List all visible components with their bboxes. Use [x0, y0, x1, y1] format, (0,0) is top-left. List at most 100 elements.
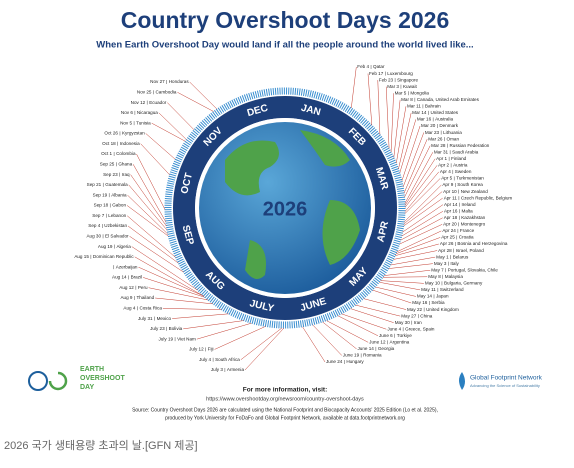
- country-date: Feb 4: [357, 64, 369, 69]
- country-name: Dominican Republic: [93, 254, 135, 259]
- country-date: July 3: [211, 367, 223, 372]
- country-date: May 16: [412, 300, 428, 305]
- country-date: Apr 4: [440, 169, 451, 174]
- country-name: Japan: [436, 294, 449, 299]
- country-date: Feb 23: [379, 77, 394, 82]
- country-date: Apr 20: [443, 222, 457, 227]
- country-date: Oct 18: [102, 141, 116, 146]
- country-date: Sep 25: [100, 162, 115, 167]
- caption: 2026 국가 생태용량 초과의 날.[GFN 제공]: [4, 439, 198, 452]
- country-date: July 19: [159, 336, 174, 341]
- country-name: El Salvador: [105, 234, 129, 239]
- country-date: Sep 19: [93, 192, 108, 197]
- country-date: Sep 4: [88, 223, 100, 228]
- country-name: Colombia: [116, 151, 136, 156]
- country-date: Nov 27: [150, 79, 165, 84]
- country-name: Malta: [462, 208, 474, 213]
- country-name: Nicaragua: [137, 110, 158, 115]
- country-name: Georgia: [378, 346, 395, 351]
- country-date: June 4: [387, 326, 401, 331]
- country-date: Apr 2: [438, 163, 449, 168]
- country-name: Portugal, Slovakia, Chile: [448, 267, 498, 272]
- country-date: Nov 6: [121, 110, 133, 115]
- country-date: Oct 1: [101, 151, 112, 156]
- country-date: Nov 25: [137, 90, 152, 95]
- country-date: May 3: [434, 261, 447, 266]
- country-date: Aug 4: [123, 306, 135, 311]
- country-name: Qatar: [373, 64, 385, 69]
- logo-text: OVERSHOOT: [80, 375, 125, 382]
- country-date: July 12: [189, 347, 204, 352]
- country-name: Ghana: [118, 162, 132, 167]
- country-name: Albania: [111, 192, 127, 197]
- country-name: Singapore: [397, 77, 418, 82]
- country-name: Lithuania: [443, 130, 462, 135]
- country-date: Mar 14: [412, 110, 427, 115]
- country-name: Peru: [138, 285, 148, 290]
- country-date: Apr 9: [442, 182, 453, 187]
- country-name: Türkiye: [397, 333, 413, 338]
- country-date: Mar 28: [431, 143, 446, 148]
- country-name: Argentina: [390, 340, 410, 345]
- country-date: July 31: [138, 316, 153, 321]
- country-name: Australia: [435, 117, 453, 122]
- country-name: China: [420, 313, 432, 318]
- country-date: Feb 17: [369, 71, 384, 76]
- country-name: Belarus: [453, 254, 469, 259]
- country-date: Apr 1: [436, 156, 447, 161]
- country-date: May 27: [401, 313, 417, 318]
- country-date: Aug 12: [119, 285, 134, 290]
- country-date: Aug 14: [112, 275, 127, 280]
- country-name: Iran: [414, 320, 422, 325]
- country-date: Aug 30: [86, 234, 101, 239]
- country-date: Apr 5: [441, 176, 452, 181]
- country-date: Mar 11: [407, 104, 421, 109]
- country-date: June 14: [358, 346, 375, 351]
- country-date: Apr 25: [441, 235, 455, 240]
- country-date: Sep 18: [94, 203, 109, 208]
- country-name: Serbia: [431, 300, 445, 305]
- logo-text: EARTH: [80, 366, 104, 373]
- country-date: July 4: [199, 357, 211, 362]
- country-date: Mar 20: [421, 123, 436, 128]
- country-date: Oct 26: [104, 131, 118, 136]
- country-name: United States: [430, 110, 458, 115]
- country-name: Russian Federation: [449, 143, 489, 148]
- country-name: Cambodia: [155, 90, 176, 95]
- org-tagline: Advancing the Science of Sustainability: [470, 383, 540, 388]
- country-name: Kuwait: [403, 84, 418, 89]
- country-date: June 19: [343, 353, 360, 358]
- country-date: Sep 7: [92, 213, 104, 218]
- country-date: Apr 28: [438, 248, 452, 253]
- country-name: Brazil: [131, 275, 143, 280]
- country-name: Croatia: [459, 235, 474, 240]
- country-date: May 30: [395, 320, 411, 325]
- country-name: Bahrain: [425, 104, 441, 109]
- country-date: Apr 16: [444, 208, 458, 213]
- country-date: Apr 26: [440, 241, 454, 246]
- source: produced by York University for FoDaFo a…: [165, 415, 405, 421]
- country-date: Mar 5: [395, 90, 407, 95]
- country-date: Apr 10: [443, 189, 457, 194]
- country-date: Mar 26: [428, 136, 443, 141]
- country-name: Finland: [451, 156, 467, 161]
- country-date: Sep 21: [87, 182, 102, 187]
- country-name: Sweden: [455, 169, 472, 174]
- source: Source: Country Overshoot Days 2026 are …: [132, 407, 438, 413]
- country-name: Luxembourg: [387, 71, 413, 76]
- country-name: Austria: [453, 163, 468, 168]
- country-name: United Kingdom: [426, 307, 459, 312]
- country-name: Viet Nam: [177, 336, 196, 341]
- country-name: Czech Republic, Belgium: [461, 195, 512, 200]
- url: https://www.overshootday.org/newsroom/co…: [206, 396, 364, 402]
- country-date: June 12: [369, 340, 386, 345]
- country-name: Montenegro: [461, 222, 486, 227]
- country-name: Azerbaijan: [116, 264, 138, 269]
- country-name: New Zealand: [461, 189, 489, 194]
- country-date: July 23: [150, 326, 165, 331]
- country-name: Algeria: [116, 244, 131, 249]
- country-date: June 6: [379, 333, 393, 338]
- country-name: Ireland: [462, 202, 476, 207]
- country-date: May 7: [431, 267, 444, 272]
